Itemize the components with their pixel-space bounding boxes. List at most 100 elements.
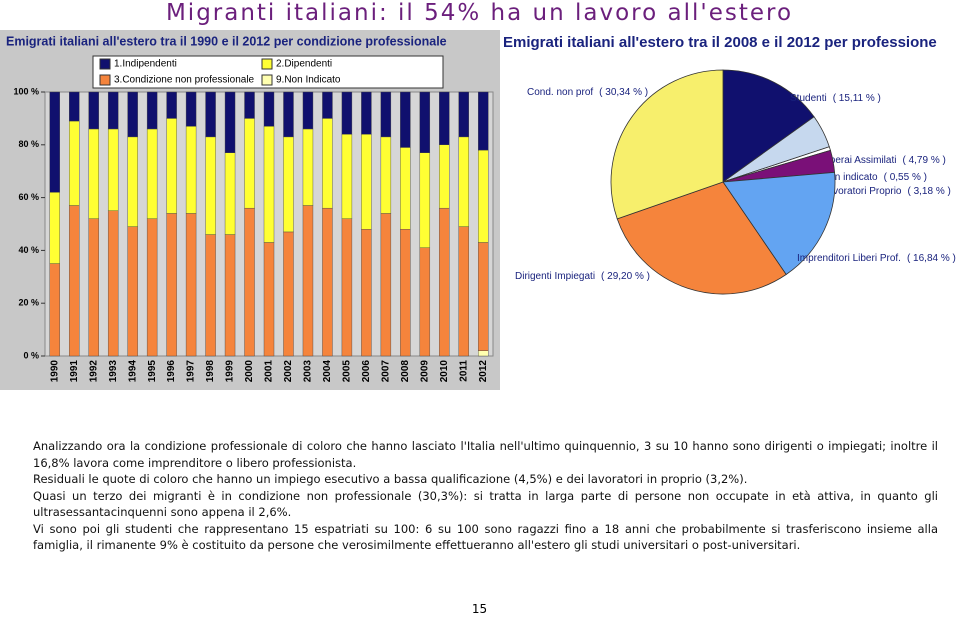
chart-title: Emigrati italiani all'estero tra il 1990… xyxy=(6,34,447,48)
bar-segment xyxy=(302,205,314,357)
bar-segment xyxy=(224,91,236,153)
bar-segment xyxy=(283,91,294,138)
bar-segment xyxy=(49,263,60,357)
bar-segment xyxy=(400,229,411,357)
bar-segment xyxy=(283,231,294,357)
x-tick-label: 1998 xyxy=(205,360,216,383)
bar-segment xyxy=(458,226,469,357)
bar-segment xyxy=(49,91,60,193)
pie-label: Operai Assimilati ( 4,79 % ) xyxy=(822,155,946,166)
bar-segment xyxy=(302,128,314,206)
bar-segment xyxy=(419,152,431,248)
bar-segment xyxy=(205,234,216,357)
paragraph: Vi sono poi gli studenti che rappresenta… xyxy=(33,521,938,553)
bar-segment xyxy=(244,91,255,119)
bar-segment xyxy=(478,350,489,357)
bar-segment xyxy=(69,91,80,122)
bar-segment xyxy=(146,91,158,130)
bar-segment xyxy=(69,120,80,206)
pie-label-value: ( 16,84 % ) xyxy=(907,253,956,264)
pie-label-name: Dirigenti Impiegati xyxy=(515,271,595,282)
bar-segment xyxy=(361,229,372,357)
bar-segment xyxy=(263,242,275,357)
page-title: Migranti italiani: il 54% ha un lavoro a… xyxy=(165,0,794,26)
bar-segment xyxy=(224,234,236,357)
pie-slice xyxy=(722,171,836,276)
pie-slice xyxy=(610,69,724,220)
bar-segment xyxy=(166,118,177,214)
legend-label: 3.Condizione non professionale xyxy=(114,75,255,86)
pie-label-value: ( 4,79 % ) xyxy=(902,155,945,166)
bar-segment xyxy=(439,144,450,209)
x-tick-label: 2000 xyxy=(244,360,255,383)
bar-segment xyxy=(380,136,392,214)
legend-label: 1.Indipendenti xyxy=(114,59,177,70)
bar-segment xyxy=(127,226,138,357)
bar-segment xyxy=(361,134,372,230)
bar-segment xyxy=(244,118,255,209)
bar-segment xyxy=(283,136,294,233)
bar-segment xyxy=(185,126,197,214)
x-tick-label: 2005 xyxy=(342,360,353,383)
paragraph: Residuali le quote di coloro che hanno u… xyxy=(33,472,748,486)
pie-label-name: Lavoratori Proprio xyxy=(822,186,902,197)
bar-segment xyxy=(361,91,372,135)
body-text: Analizzando ora la condizione profession… xyxy=(33,438,938,554)
legend-swatch xyxy=(99,58,111,70)
pie-label-name: Imprenditori Liberi Prof. xyxy=(797,253,901,264)
chart-title: Emigrati italiani all'estero tra il 2008… xyxy=(503,34,937,51)
bar-segment xyxy=(400,147,411,230)
bar-segment xyxy=(458,136,469,227)
bar-segment xyxy=(107,128,119,211)
x-tick-label: 1995 xyxy=(147,360,158,383)
x-tick-label: 2008 xyxy=(400,360,411,383)
x-tick-label: 2010 xyxy=(439,360,450,383)
pie-label-name: Non indicato xyxy=(822,172,878,183)
bar-segment xyxy=(322,91,333,119)
legend-swatch xyxy=(261,74,273,86)
pie-label-value: ( 29,20 % ) xyxy=(601,271,650,282)
bar-segment xyxy=(478,149,489,243)
x-tick-label: 2002 xyxy=(283,360,294,383)
bar-segment xyxy=(439,207,450,357)
legend-swatch xyxy=(99,74,111,86)
bar-segment xyxy=(185,213,197,357)
x-tick-label: 2012 xyxy=(478,360,489,383)
x-tick-label: 2001 xyxy=(264,360,275,383)
bar-segment xyxy=(458,91,469,138)
bar-segment xyxy=(322,207,333,357)
bar-segment xyxy=(224,152,236,235)
bar-segment xyxy=(107,91,119,130)
x-tick-label: 1994 xyxy=(127,360,138,383)
paragraph: Quasi un terzo dei migranti è in condizi… xyxy=(33,488,938,520)
paragraph: Analizzando ora la condizione profession… xyxy=(33,439,938,470)
bar-segment xyxy=(380,213,392,357)
bar-segment xyxy=(302,91,314,130)
x-tick-label: 1996 xyxy=(166,360,177,383)
bar-segment xyxy=(478,91,489,151)
bar-segment xyxy=(166,213,177,357)
bar-segment xyxy=(419,91,431,153)
y-tick-label: 0 % xyxy=(23,350,39,360)
bar-segment xyxy=(166,91,177,119)
pie-label-value: ( 30,34 % ) xyxy=(599,87,648,98)
bar-segment xyxy=(88,91,99,130)
bar-segment xyxy=(341,218,353,357)
bar-segment xyxy=(205,91,216,138)
y-tick-label: 20 % xyxy=(18,298,39,308)
pie-slice xyxy=(616,181,787,295)
bar-segment xyxy=(88,218,99,357)
x-tick-label: 1991 xyxy=(69,360,80,383)
bar-segment xyxy=(185,91,197,127)
y-tick-label: 100 % xyxy=(13,86,39,96)
pie-label: Studenti ( 15,11 % ) xyxy=(790,93,881,104)
pie-label-name: Studenti xyxy=(790,93,827,104)
pie-label: Lavoratori Proprio ( 3,18 % ) xyxy=(822,186,951,197)
bar-segment xyxy=(127,136,138,227)
charts: Emigrati italiani all'estero tra il 1990… xyxy=(0,30,956,390)
x-tick-label: 2003 xyxy=(303,360,314,383)
pie-slice xyxy=(722,69,815,183)
bar-segment xyxy=(146,218,158,357)
y-tick-label: 40 % xyxy=(18,245,39,255)
x-tick-label: 1997 xyxy=(186,360,197,383)
